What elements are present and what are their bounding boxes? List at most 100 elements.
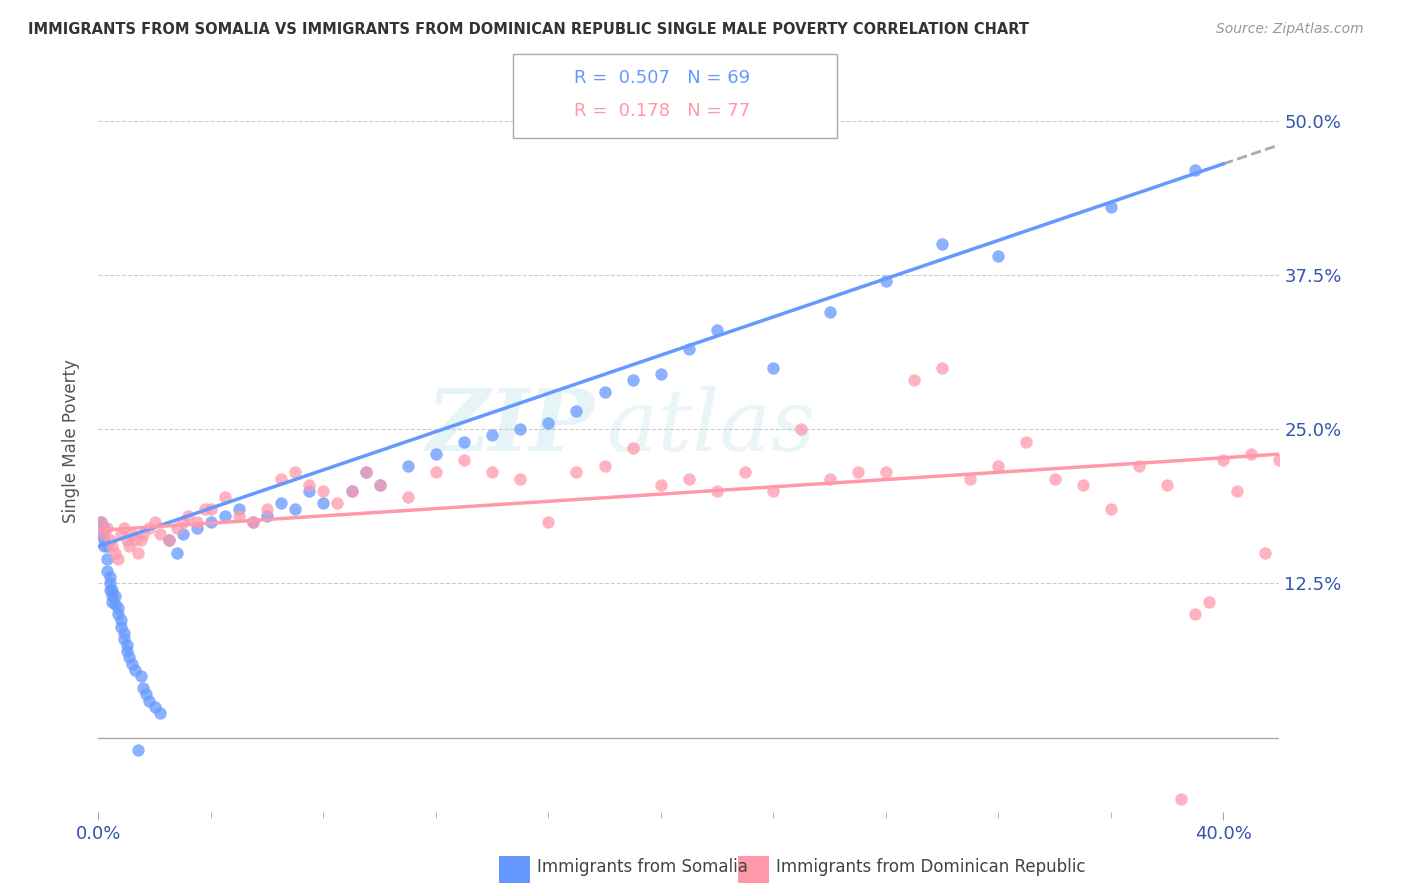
Point xyxy=(112,521,135,535)
Point xyxy=(298,483,321,498)
Point xyxy=(115,533,138,548)
Point xyxy=(931,360,953,375)
Point xyxy=(112,625,135,640)
Point xyxy=(1212,453,1234,467)
Point xyxy=(509,422,531,436)
Point xyxy=(127,743,149,757)
Point xyxy=(678,472,700,486)
Point xyxy=(706,483,728,498)
Point xyxy=(1310,459,1333,474)
Point xyxy=(284,502,307,516)
Point xyxy=(1071,477,1094,491)
Point xyxy=(537,515,560,529)
Point xyxy=(706,324,728,338)
Point xyxy=(124,533,146,548)
Point xyxy=(762,483,785,498)
Point xyxy=(98,582,121,597)
Point xyxy=(118,650,141,665)
Point xyxy=(312,496,335,510)
Point xyxy=(678,342,700,356)
Point xyxy=(214,508,236,523)
Point xyxy=(284,466,307,480)
Point xyxy=(593,385,616,400)
Point xyxy=(1240,447,1263,461)
Point xyxy=(110,620,132,634)
Point xyxy=(101,595,124,609)
Point xyxy=(129,669,152,683)
Point xyxy=(1226,483,1249,498)
Text: IMMIGRANTS FROM SOMALIA VS IMMIGRANTS FROM DOMINICAN REPUBLIC SINGLE MALE POVERT: IMMIGRANTS FROM SOMALIA VS IMMIGRANTS FR… xyxy=(28,22,1029,37)
Point xyxy=(115,644,138,658)
Point xyxy=(734,466,756,480)
Point xyxy=(124,663,146,677)
Point xyxy=(214,490,236,504)
Point xyxy=(157,533,180,548)
Point xyxy=(1170,792,1192,806)
Point xyxy=(565,403,588,417)
Point xyxy=(104,598,127,612)
Point xyxy=(340,483,363,498)
Point xyxy=(149,527,172,541)
Text: Source: ZipAtlas.com: Source: ZipAtlas.com xyxy=(1216,22,1364,37)
Point xyxy=(112,632,135,646)
Point xyxy=(1198,595,1220,609)
Point xyxy=(340,483,363,498)
Point xyxy=(537,416,560,430)
Point xyxy=(110,614,132,628)
Point xyxy=(194,502,217,516)
Point xyxy=(93,540,115,554)
Point xyxy=(93,533,115,548)
Point xyxy=(96,551,118,566)
Point xyxy=(425,466,447,480)
Point xyxy=(593,459,616,474)
Point xyxy=(1184,163,1206,178)
Point xyxy=(354,466,377,480)
Text: R =  0.507   N = 69: R = 0.507 N = 69 xyxy=(574,70,749,87)
Point xyxy=(110,527,132,541)
Point xyxy=(987,250,1010,264)
Point xyxy=(118,540,141,554)
Point xyxy=(107,607,129,622)
Point xyxy=(1268,453,1291,467)
Point xyxy=(143,699,166,714)
Point xyxy=(354,466,377,480)
Point xyxy=(565,466,588,480)
Point xyxy=(368,477,391,491)
Point xyxy=(135,688,157,702)
Point xyxy=(104,589,127,603)
Point xyxy=(326,496,349,510)
Point xyxy=(121,657,143,671)
Point xyxy=(172,527,194,541)
Point xyxy=(101,540,124,554)
Point xyxy=(1099,200,1122,214)
Point xyxy=(425,447,447,461)
Point xyxy=(129,533,152,548)
Point xyxy=(132,681,155,696)
Point xyxy=(115,638,138,652)
Point xyxy=(104,546,127,560)
Point xyxy=(903,373,925,387)
Point xyxy=(186,521,208,535)
Point xyxy=(96,521,118,535)
Point xyxy=(453,453,475,467)
Point xyxy=(846,466,869,480)
Point xyxy=(242,515,264,529)
Point xyxy=(818,305,841,319)
Point xyxy=(270,496,292,510)
Point xyxy=(166,546,188,560)
Point xyxy=(875,274,897,288)
Point xyxy=(121,527,143,541)
Point xyxy=(256,502,278,516)
Point xyxy=(93,521,115,535)
Point xyxy=(93,527,115,541)
Point xyxy=(959,472,981,486)
Point xyxy=(481,466,503,480)
Text: atlas: atlas xyxy=(606,385,815,468)
Point xyxy=(818,472,841,486)
Point xyxy=(1296,466,1319,480)
Point xyxy=(650,477,672,491)
Point xyxy=(242,515,264,529)
Point xyxy=(101,582,124,597)
Point xyxy=(1128,459,1150,474)
Point xyxy=(621,441,644,455)
